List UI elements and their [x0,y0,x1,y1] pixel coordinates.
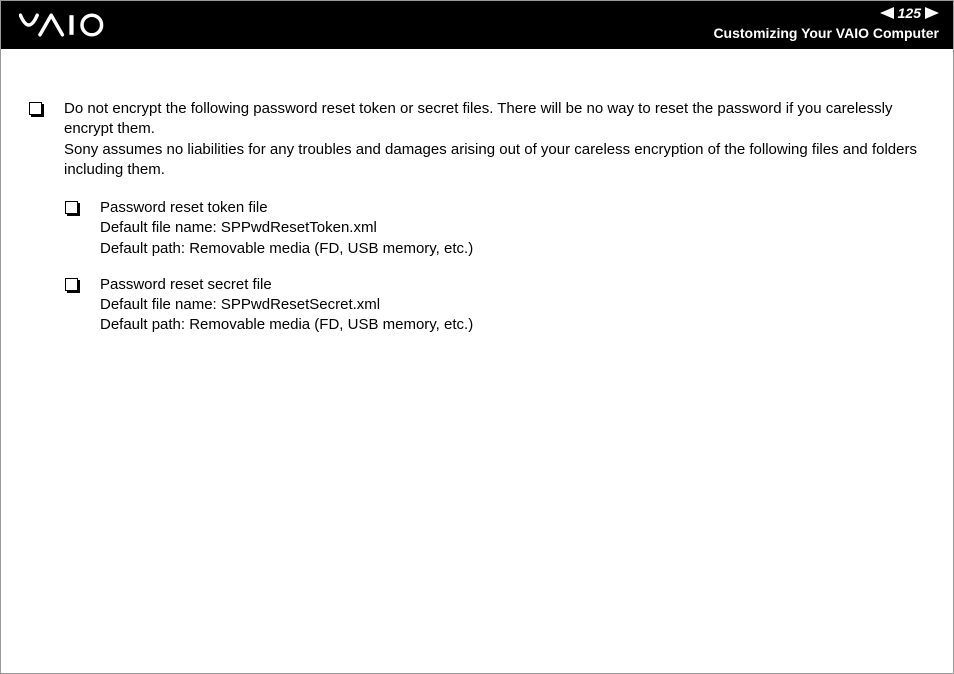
vaio-logo [19,11,131,39]
page-number: 125 [898,5,921,21]
sub-bullet: Password reset token file Default file n… [65,198,925,259]
page-content: Do not encrypt the following password re… [1,49,953,336]
next-page-icon[interactable] [925,7,939,19]
bullet-icon [65,278,78,291]
sub-bullet: Password reset secret file Default file … [65,275,925,336]
page-header: 125 Customizing Your VAIO Computer [1,1,953,49]
sub-title: Password reset secret file [100,275,925,295]
page-navigation: 125 [880,5,939,21]
main-bullet: Do not encrypt the following password re… [29,99,925,180]
sub-bullet-list: Password reset token file Default file n… [65,198,925,336]
sub-bullet-text: Password reset token file Default file n… [100,198,925,259]
sub-title: Password reset token file [100,198,925,218]
bullet-icon [29,102,42,115]
main-para-2: Sony assumes no liabilities for any trou… [64,140,925,181]
bullet-icon [65,201,78,214]
main-bullet-text: Do not encrypt the following password re… [64,99,925,180]
sub-filename: Default file name: SPPwdResetSecret.xml [100,295,925,315]
section-title: Customizing Your VAIO Computer [713,25,939,41]
sub-filename: Default file name: SPPwdResetToken.xml [100,218,925,238]
main-para-1: Do not encrypt the following password re… [64,99,925,140]
sub-path: Default path: Removable media (FD, USB m… [100,315,925,335]
sub-bullet-text: Password reset secret file Default file … [100,275,925,336]
sub-path: Default path: Removable media (FD, USB m… [100,239,925,259]
prev-page-icon[interactable] [880,7,894,19]
